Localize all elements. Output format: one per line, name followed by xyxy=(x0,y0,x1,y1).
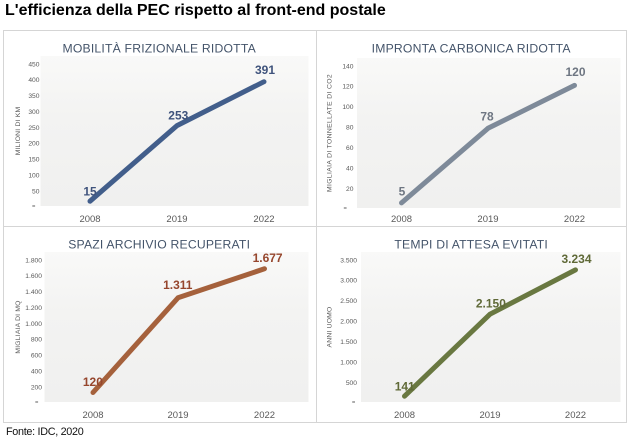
svg-text:1.000: 1.000 xyxy=(25,321,42,328)
svg-text:2022: 2022 xyxy=(563,214,584,225)
svg-text:50: 50 xyxy=(32,188,40,195)
svg-text:2.000: 2.000 xyxy=(340,319,357,326)
svg-text:1.000: 1.000 xyxy=(340,360,357,367)
svg-text:MIGLIAIA DI MQ: MIGLIAIA DI MQ xyxy=(15,301,22,354)
svg-text:2019: 2019 xyxy=(166,214,187,225)
svg-text:400: 400 xyxy=(31,369,42,376)
svg-text:2008: 2008 xyxy=(79,214,100,225)
svg-text:450: 450 xyxy=(28,61,39,68)
svg-text:120: 120 xyxy=(83,375,103,389)
svg-text:2008: 2008 xyxy=(82,410,103,421)
svg-text:1.677: 1.677 xyxy=(253,251,283,265)
svg-text:1.400: 1.400 xyxy=(25,289,42,296)
svg-text:MIGLIAIA DI TONNELLATE DI CO2: MIGLIAIA DI TONNELLATE DI CO2 xyxy=(326,74,333,192)
svg-text:300: 300 xyxy=(28,109,39,116)
svg-text:1.200: 1.200 xyxy=(25,305,42,312)
svg-text:3.500: 3.500 xyxy=(340,258,357,265)
svg-text:3.234: 3.234 xyxy=(561,252,591,266)
svg-text:15: 15 xyxy=(83,185,97,199)
svg-text:SPAZI ARCHIVIO RECUPERATI: SPAZI ARCHIVIO RECUPERATI xyxy=(68,238,250,252)
svg-text:2008: 2008 xyxy=(390,214,411,225)
svg-text:391: 391 xyxy=(255,63,275,77)
svg-text:2019: 2019 xyxy=(479,410,500,421)
svg-text:400: 400 xyxy=(28,77,39,84)
svg-text:2022: 2022 xyxy=(564,410,585,421)
svg-text:2022: 2022 xyxy=(253,214,274,225)
svg-text:MOBILITÀ FRIZIONALE RIDOTTA: MOBILITÀ FRIZIONALE RIDOTTA xyxy=(62,40,256,55)
svg-text:800: 800 xyxy=(31,337,42,344)
svg-text:2022: 2022 xyxy=(254,410,275,421)
svg-text:100: 100 xyxy=(342,104,353,111)
svg-text:MILIONI DI KM: MILIONI DI KM xyxy=(15,107,22,156)
svg-text:TEMPI DI ATTESA EVITATI: TEMPI DI ATTESA EVITATI xyxy=(394,238,548,252)
svg-text:2019: 2019 xyxy=(477,214,498,225)
svg-text:120: 120 xyxy=(342,84,353,91)
svg-text:1.500: 1.500 xyxy=(340,339,357,346)
svg-text:5: 5 xyxy=(398,185,405,199)
svg-text:20: 20 xyxy=(346,186,354,193)
svg-text:IMPRONTA CARBONICA RIDOTTA: IMPRONTA CARBONICA RIDOTTA xyxy=(371,41,571,55)
svg-text:40: 40 xyxy=(346,165,354,172)
svg-text:150: 150 xyxy=(28,157,39,164)
svg-text:60: 60 xyxy=(346,145,354,152)
svg-text:2019: 2019 xyxy=(167,410,188,421)
svg-text:2.150: 2.150 xyxy=(475,297,505,311)
svg-text:1.600: 1.600 xyxy=(25,274,42,281)
svg-text:350: 350 xyxy=(28,93,39,100)
svg-text:80: 80 xyxy=(346,125,354,132)
svg-text:1.311: 1.311 xyxy=(163,279,193,293)
svg-text:600: 600 xyxy=(31,353,42,360)
svg-text:200: 200 xyxy=(28,141,39,148)
svg-text:200: 200 xyxy=(31,385,42,392)
svg-text:250: 250 xyxy=(28,125,39,132)
svg-text:3.000: 3.000 xyxy=(340,278,357,285)
svg-text:1.800: 1.800 xyxy=(25,258,42,265)
svg-text:2008: 2008 xyxy=(393,410,414,421)
svg-text:140: 140 xyxy=(342,63,353,70)
svg-text:120: 120 xyxy=(565,65,585,79)
svg-text:500: 500 xyxy=(345,380,356,387)
svg-text:100: 100 xyxy=(28,172,39,179)
svg-text:ANNI UOMO: ANNI UOMO xyxy=(326,307,333,348)
svg-text:253: 253 xyxy=(168,109,188,123)
svg-text:2.500: 2.500 xyxy=(340,299,357,306)
svg-text:78: 78 xyxy=(480,110,494,124)
svg-text:141: 141 xyxy=(394,380,414,394)
